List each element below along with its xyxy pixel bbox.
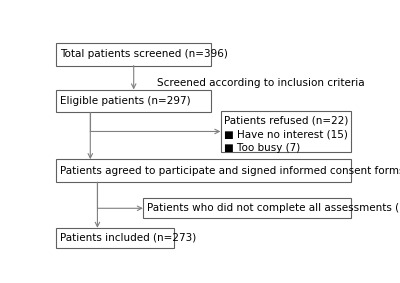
Text: ■ Have no interest (15): ■ Have no interest (15)	[224, 129, 348, 139]
FancyBboxPatch shape	[220, 111, 351, 152]
Text: ■ Too busy (7): ■ Too busy (7)	[224, 143, 300, 153]
Text: Patients included (n=273): Patients included (n=273)	[60, 233, 196, 243]
FancyBboxPatch shape	[56, 89, 211, 112]
FancyBboxPatch shape	[56, 228, 174, 248]
FancyBboxPatch shape	[143, 198, 351, 218]
Text: Patients refused (n=22): Patients refused (n=22)	[224, 116, 348, 126]
Text: Patients who did not complete all assessments (n=2): Patients who did not complete all assess…	[147, 203, 400, 213]
Text: Total patients screened (n=396): Total patients screened (n=396)	[60, 49, 228, 59]
Text: Eligible patients (n=297): Eligible patients (n=297)	[60, 96, 190, 106]
FancyBboxPatch shape	[56, 159, 351, 182]
Text: Screened according to inclusion criteria: Screened according to inclusion criteria	[157, 78, 365, 88]
FancyBboxPatch shape	[56, 43, 211, 66]
Text: Patients agreed to participate and signed informed consent forms (n=275): Patients agreed to participate and signe…	[60, 166, 400, 176]
